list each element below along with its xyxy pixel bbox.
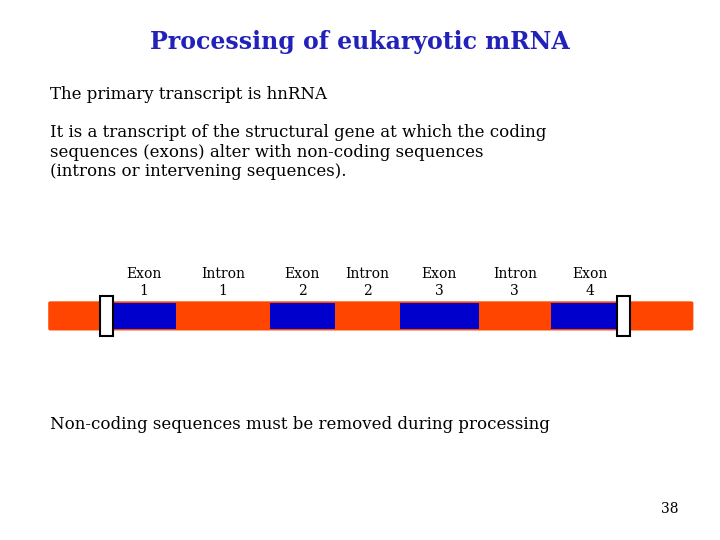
Bar [551, 303, 630, 329]
Text: The primary transcript is hnRNA: The primary transcript is hnRNA [50, 86, 328, 103]
Text: Processing of eukaryotic mRNA: Processing of eukaryotic mRNA [150, 30, 570, 53]
Text: It is a transcript of the structural gene at which the coding
sequences (exons) : It is a transcript of the structural gen… [50, 124, 546, 180]
Text: Exon
1: Exon 1 [126, 267, 162, 298]
Bar [100, 296, 113, 336]
Text: Non-coding sequences must be removed during processing: Non-coding sequences must be removed dur… [50, 416, 550, 433]
Bar [270, 303, 335, 329]
FancyBboxPatch shape [48, 301, 693, 330]
Bar [112, 303, 176, 329]
Bar [617, 296, 630, 336]
Text: 38: 38 [661, 502, 678, 516]
Text: Exon
4: Exon 4 [572, 267, 608, 298]
Text: Intron
1: Intron 1 [201, 267, 246, 298]
Text: Intron
3: Intron 3 [492, 267, 537, 298]
Text: Exon
3: Exon 3 [421, 267, 457, 298]
Text: Exon
2: Exon 2 [284, 267, 320, 298]
Text: Intron
2: Intron 2 [345, 267, 390, 298]
Bar [400, 303, 479, 329]
